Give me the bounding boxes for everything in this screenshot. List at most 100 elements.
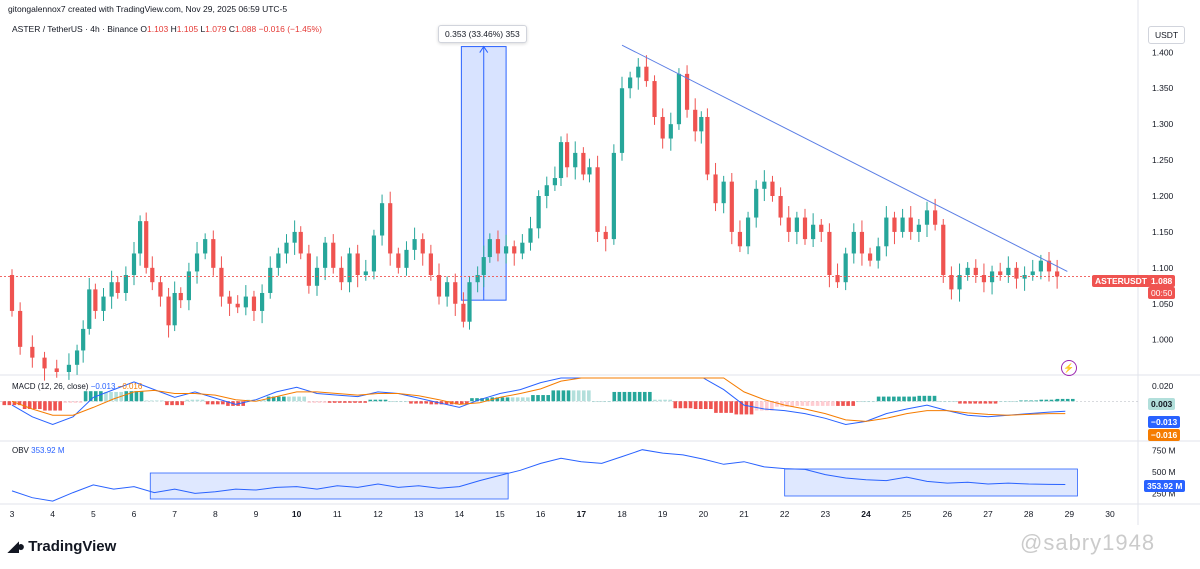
macd-histogram-bar — [886, 396, 891, 402]
price-tick-label: 1.250 — [1152, 155, 1174, 165]
candle — [276, 253, 281, 268]
time-tick-label: 14 — [455, 509, 465, 519]
candle — [101, 296, 106, 311]
candle — [811, 224, 816, 240]
trendline[interactable] — [621, 44, 1068, 272]
candle — [144, 221, 149, 268]
macd-histogram-bar — [185, 399, 190, 402]
obv-title[interactable]: OBV — [12, 446, 29, 455]
candle — [123, 275, 128, 293]
change-value: −0.016 (−1.45%) — [258, 24, 322, 34]
macd-histogram-bar — [744, 401, 749, 415]
tradingview-logo: ◢● TradingView — [8, 538, 116, 555]
macd-title[interactable]: MACD (12, 26, close) — [12, 382, 89, 391]
macd-histogram-bar — [846, 401, 850, 406]
candle — [876, 246, 881, 261]
candle — [684, 73, 690, 110]
macd-histogram-bar — [648, 391, 652, 402]
macd-histogram-bar — [343, 401, 347, 403]
time-tick-label: 20 — [699, 509, 709, 519]
macd-tick-label: 0.020 — [1152, 381, 1174, 391]
currency-selector[interactable]: USDT — [1148, 26, 1186, 44]
macd-histogram-bar — [536, 395, 540, 402]
macd-histogram-bar — [205, 401, 210, 405]
symbol-title[interactable]: ASTER / TetherUS · 4h · Binance — [12, 24, 138, 34]
candle — [495, 239, 501, 254]
candle — [211, 239, 216, 268]
candle — [93, 289, 98, 311]
obv-range-box[interactable] — [149, 472, 509, 500]
macd-histogram-bar — [154, 400, 159, 402]
candle — [178, 292, 183, 301]
macd-histogram-bar — [292, 396, 296, 402]
macd-histogram-bar — [836, 401, 840, 406]
macd-histogram-bar — [998, 401, 1003, 403]
macd-histogram-bar — [27, 401, 32, 409]
time-tick-label: 7 — [172, 509, 177, 519]
candle — [512, 246, 517, 254]
macd-histogram-bar — [983, 401, 988, 404]
macd-histogram-bar — [770, 401, 774, 411]
candle — [721, 181, 726, 204]
candle — [445, 282, 450, 297]
macd-histogram-bar — [322, 401, 327, 403]
time-tick-label: 17 — [577, 509, 587, 519]
candle — [166, 296, 171, 326]
candle — [194, 253, 200, 272]
candle — [453, 282, 458, 304]
candle — [1055, 271, 1060, 277]
macd-histogram-bar — [500, 397, 505, 402]
obv-line — [11, 449, 1066, 502]
macd-histogram-bar — [729, 401, 733, 413]
alert-icon[interactable]: ⚡ — [1061, 360, 1077, 376]
macd-histogram-bar — [160, 400, 164, 402]
candle — [203, 239, 208, 254]
macd-histogram-bar — [317, 401, 322, 403]
candle — [461, 303, 466, 322]
macd-histogram-bar — [404, 401, 408, 403]
macd-histogram-bar — [454, 401, 459, 405]
candle — [745, 217, 751, 247]
candle — [676, 73, 682, 125]
macd-histogram-bar — [968, 401, 972, 404]
candle — [595, 167, 600, 232]
macd-histogram-bar — [68, 401, 73, 403]
time-tick-label: 15 — [495, 509, 505, 519]
candle — [504, 246, 509, 254]
candle — [186, 271, 191, 301]
macd-histogram-bar — [337, 401, 342, 403]
macd-histogram-bar — [383, 399, 388, 402]
macd-histogram-bar — [459, 401, 464, 405]
macd-histogram-bar — [332, 401, 337, 403]
macd-histogram-bar — [531, 395, 535, 402]
macd-histogram-bar — [637, 391, 642, 402]
candle — [292, 231, 297, 243]
macd-histogram-bar — [170, 401, 174, 406]
macd-histogram-bar — [495, 397, 500, 402]
macd-histogram-bar — [1055, 398, 1060, 402]
macd-histogram-bar — [1060, 398, 1065, 402]
candle — [762, 181, 767, 189]
candle — [363, 271, 368, 276]
macd-histogram-bar — [12, 401, 17, 406]
macd-histogram-bar — [841, 401, 845, 406]
macd-histogram-bar — [973, 401, 977, 404]
macd-histogram-bar — [866, 401, 871, 403]
candle — [331, 242, 336, 268]
candle — [109, 282, 114, 297]
low-value: 1.079 — [205, 24, 227, 34]
candle — [827, 231, 832, 276]
candle — [467, 282, 472, 322]
candle — [412, 239, 417, 250]
macd-histogram-bar — [241, 401, 245, 406]
macd-histogram-bar — [276, 396, 281, 402]
time-tick-label: 21 — [739, 509, 749, 519]
macd-histogram-bar — [1019, 400, 1023, 402]
macd-histogram-bar — [465, 401, 469, 405]
time-tick-label: 10 — [292, 509, 302, 519]
macd-histogram-bar — [139, 391, 144, 402]
obv-range-box[interactable] — [784, 468, 1078, 497]
candle — [158, 282, 163, 297]
macd-histogram-bar — [892, 396, 896, 402]
